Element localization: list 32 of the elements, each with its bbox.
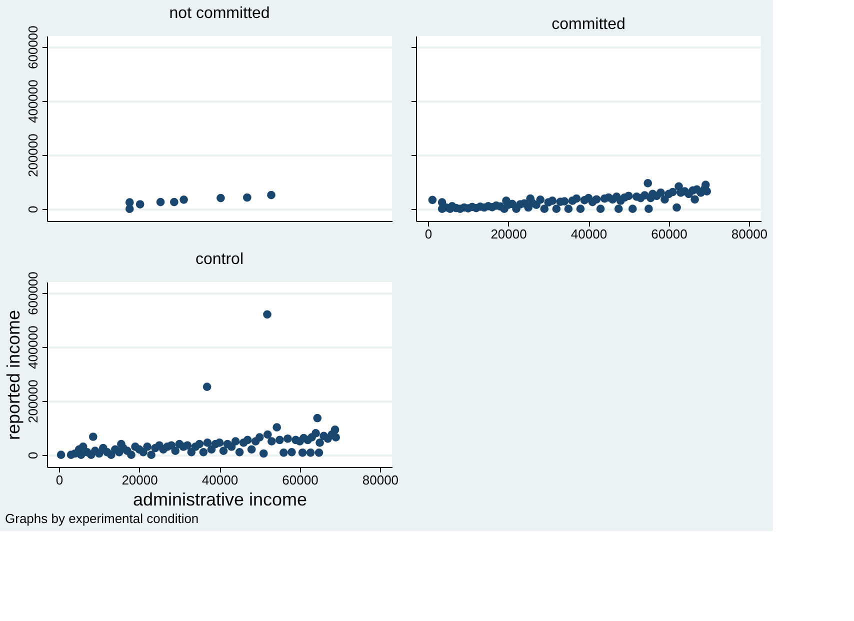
x-tick-label: 80000 <box>731 226 768 242</box>
chart-title: control <box>195 251 244 268</box>
point <box>267 190 276 200</box>
point <box>125 198 134 207</box>
point <box>180 195 188 204</box>
point <box>242 193 252 202</box>
x-tick-label: 40000 <box>202 472 238 488</box>
point <box>156 198 165 206</box>
chart-title: not committed <box>169 5 270 22</box>
y-tick-label: 400000 <box>26 80 40 124</box>
x-axis-title: administrative income <box>132 490 308 510</box>
x-tick-label: 20000 <box>490 226 527 242</box>
point <box>170 198 178 206</box>
y-tick-label: 200000 <box>26 380 40 424</box>
y-tick-label: 400000 <box>26 326 40 370</box>
y-tick-label: 0 <box>26 206 40 213</box>
y-tick-label: 600000 <box>26 272 40 315</box>
x-tick-label: 40000 <box>570 226 608 242</box>
chart-title: committed <box>552 16 626 33</box>
y-tick-label: 600000 <box>26 26 40 69</box>
point <box>216 194 225 202</box>
text: Graphs by experimental condition <box>5 511 199 526</box>
y-axis-title: reported income <box>4 310 24 440</box>
x-tick-label: 60000 <box>282 472 318 488</box>
x-tick-label: 0 <box>424 226 432 242</box>
x-tick-label: 80000 <box>362 472 399 488</box>
point <box>136 200 144 208</box>
x-tick-label: 60000 <box>651 226 688 242</box>
y-tick-label: 200000 <box>26 134 40 178</box>
x-tick-label: 0 <box>56 472 64 488</box>
x-tick-label: 20000 <box>122 472 158 488</box>
y-tick-label: 0 <box>26 452 40 459</box>
